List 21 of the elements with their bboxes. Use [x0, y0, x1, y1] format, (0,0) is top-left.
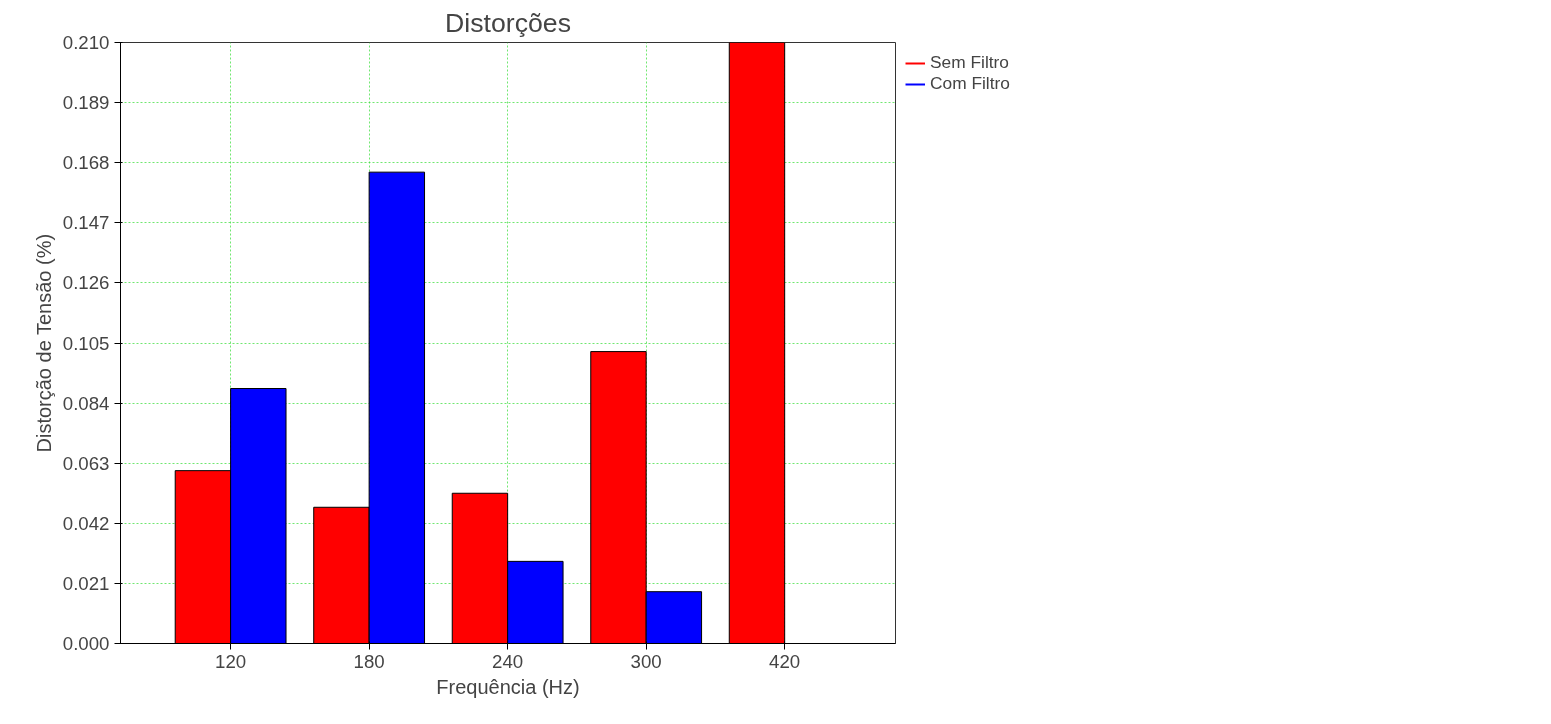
y-axis-title: Distorção de Tensão (%) [32, 233, 55, 453]
y-tick-label: 0.147 [62, 212, 110, 234]
legend-label: Com Filtro [930, 73, 1010, 94]
x-axis-title: Frequência (Hz) [436, 675, 580, 698]
y-tick-label: 0.021 [62, 572, 110, 594]
x-tick-label: 300 [630, 650, 662, 672]
y-tick-label: 0.126 [62, 272, 110, 294]
y-tick-label: 0.042 [62, 512, 110, 534]
y-tick-label: 0.084 [62, 392, 110, 414]
x-tick-label: 240 [492, 650, 524, 672]
y-tick-label: 0.168 [62, 152, 110, 174]
x-tick-label: 180 [353, 650, 385, 672]
x-tick-label: 420 [769, 650, 801, 672]
x-tick-label: 120 [215, 650, 247, 672]
y-tick-label: 0.063 [62, 452, 110, 474]
y-tick-label: 0.189 [62, 92, 110, 114]
y-tick-label: 0.000 [62, 633, 110, 654]
chart-title: Distorções [445, 7, 571, 38]
legend-label: Sem Filtro [930, 52, 1009, 73]
y-tick-label: 0.105 [62, 332, 110, 354]
y-tick-label: 0.210 [62, 32, 110, 53]
